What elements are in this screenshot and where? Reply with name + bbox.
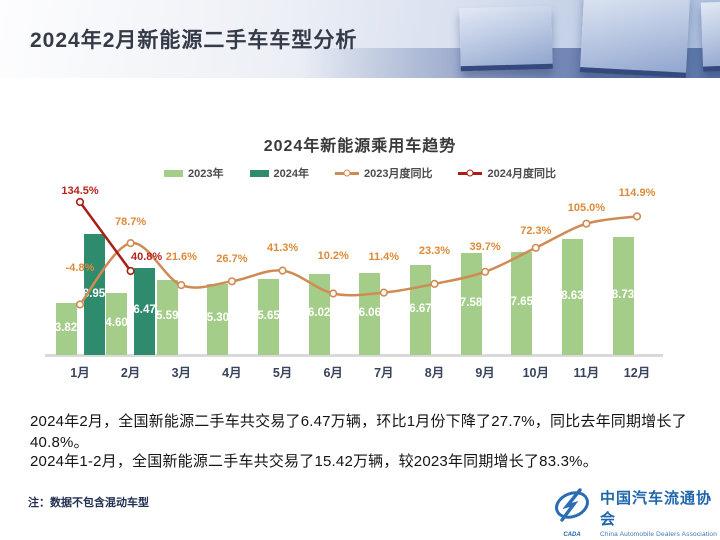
x-axis-label: 3月 [171, 366, 192, 380]
pct-label-2023月度同比: 105.0% [567, 201, 606, 214]
legend-label: 2024月度同比 [487, 168, 556, 180]
bar-2024年-1月 [83, 234, 105, 355]
bar-2023年-11月 [561, 238, 583, 355]
header-banner: 2024年2月新能源二手车车型分析 [0, 0, 720, 78]
legend-item-2023年: 2023年 [164, 165, 224, 181]
bar-2024年-2月 [134, 267, 156, 355]
chart-legend: 2023年 2024年 2023月度同比 2024月度同比 [0, 165, 720, 181]
bar-value-label: 5.30 [206, 312, 230, 325]
bar-value-label: 7.58 [459, 296, 483, 309]
chart-plot-area: 3.82 8.95 1月 4.60 6.47 2月 5.59 3月 5.30 4月 5.65 5月 6.… [0, 185, 720, 395]
x-axis-label: 1月 [70, 366, 90, 380]
pct-label-2023月度同比: 78.7% [114, 216, 147, 229]
line-marker [126, 238, 135, 248]
x-axis-label: 5月 [272, 366, 293, 380]
logo-name-cn: 中国汽车流通协会 [600, 491, 713, 528]
x-axis-label: 6月 [323, 366, 343, 380]
legend-line-swatch [458, 169, 483, 177]
logo-name-en: China Automobile Dealers Association [600, 531, 718, 538]
cube-decoration [700, 1, 720, 72]
line-marker [329, 289, 338, 298]
chart-title: 2024年新能源乘用车趋势 [263, 138, 457, 155]
x-axis-label: 2月 [120, 366, 141, 380]
line-marker [75, 300, 85, 309]
pct-label-2023月度同比: 21.6% [165, 251, 197, 264]
line-marker [582, 219, 591, 228]
x-axis-label: 8月 [424, 366, 445, 380]
pct-label-2023月度同比: 26.7% [216, 253, 248, 266]
page-title: 2024年2月新能源二手车车型分析 [30, 29, 358, 52]
trend-lines-layer [75, 197, 642, 309]
line-marker [379, 288, 388, 297]
trend-line-2024月度同比 [78, 201, 132, 272]
legend-item-2024年: 2024年 [249, 165, 309, 181]
bar-2023年-2月 [106, 292, 128, 355]
x-axis-label: 4月 [222, 366, 242, 380]
x-axis-label: 11月 [573, 366, 600, 380]
pct-label-2023月度同比: 72.3% [520, 224, 552, 237]
bar-value-label: 3.82 [54, 322, 78, 335]
bar-value-label: 6.67 [409, 303, 432, 315]
pct-label-2023月度同比: 114.9% [618, 187, 656, 200]
logo-swirl-icon [555, 488, 589, 522]
bar-2023年-1月 [55, 303, 77, 355]
line-marker [531, 243, 540, 252]
pct-label-2024月度同比: 134.5% [61, 185, 99, 197]
logo-abbr: CADA [563, 532, 581, 538]
legend-bar-swatch [164, 169, 184, 177]
line-marker [177, 280, 186, 290]
legend-label: 2023年 [188, 168, 224, 180]
bar-2023年-6月 [308, 273, 330, 355]
bar-value-label: 6.47 [133, 304, 156, 317]
bar-value-label: 4.60 [105, 316, 128, 329]
summary-paragraph-2: 2024年1-2月，全国新能源二手车共交易了15.42万辆，较2023年同期增长… [30, 453, 598, 470]
summary-paragraph-1: 2024年2月，全国新能源二手车共交易了6.47万辆，环比1月份下降了27.7%… [30, 413, 687, 451]
bar-value-label: 7.65 [510, 296, 533, 309]
x-axis-line [45, 354, 663, 357]
legend-item-2024月度同比: 2024月度同比 [458, 165, 556, 181]
pct-label-2023月度同比: 10.2% [317, 249, 349, 262]
bar-2023年-4月 [207, 283, 229, 355]
line-marker [227, 277, 237, 286]
bar-value-label: 8.63 [561, 289, 584, 302]
legend-label: 2024年 [273, 168, 309, 180]
association-logo: CADA 中国汽车流通协会 China Automobile Dealers A… [550, 487, 720, 538]
trend-line-2023月度同比 [79, 215, 638, 306]
bar-2023年-10月 [511, 251, 533, 355]
x-axis-label: 9月 [475, 366, 495, 380]
line-marker [430, 279, 439, 288]
bar-2023年-12月 [612, 237, 634, 355]
bar-value-label: 5.65 [257, 309, 280, 322]
logo-emblem: CADA [550, 487, 594, 538]
bar-value-label: 5.59 [156, 310, 179, 323]
cube-decoration [459, 5, 553, 72]
bar-value-label: 8.73 [611, 289, 635, 302]
bar-value-label: 6.02 [307, 307, 331, 320]
legend-label: 2023月度同比 [364, 168, 433, 180]
legend-line-swatch [335, 169, 359, 177]
pct-label-2023月度同比: 39.7% [469, 240, 501, 253]
pct-label-2023月度同比: -4.8% [65, 261, 95, 274]
x-axis-label: 12月 [623, 366, 651, 380]
line-marker [75, 197, 85, 207]
pct-label-2024月度同比: 40.8% [130, 251, 163, 263]
line-marker [126, 266, 135, 276]
line-marker [278, 266, 287, 275]
x-axis-label: 10月 [522, 366, 549, 380]
line-marker [481, 267, 490, 276]
cube-decoration [579, 0, 691, 78]
pct-label-2023月度同比: 23.3% [418, 244, 451, 257]
pct-label-2023月度同比: 11.4% [368, 250, 400, 263]
bar-2023年-5月 [258, 278, 280, 355]
legend-bar-swatch [249, 169, 269, 177]
x-axis-label: 7月 [374, 366, 394, 380]
line-marker [632, 212, 642, 221]
footnote: 注：数据不包含混动车型 [28, 497, 149, 509]
logo-text: 中国汽车流通协会 China Automobile Dealers Associ… [600, 487, 720, 538]
bar-value-label: 6.06 [358, 307, 381, 320]
pct-label-2023月度同比: 41.3% [266, 241, 299, 254]
bar-2023年-3月 [156, 279, 178, 355]
legend-item-2023月度同比: 2023月度同比 [335, 165, 432, 181]
